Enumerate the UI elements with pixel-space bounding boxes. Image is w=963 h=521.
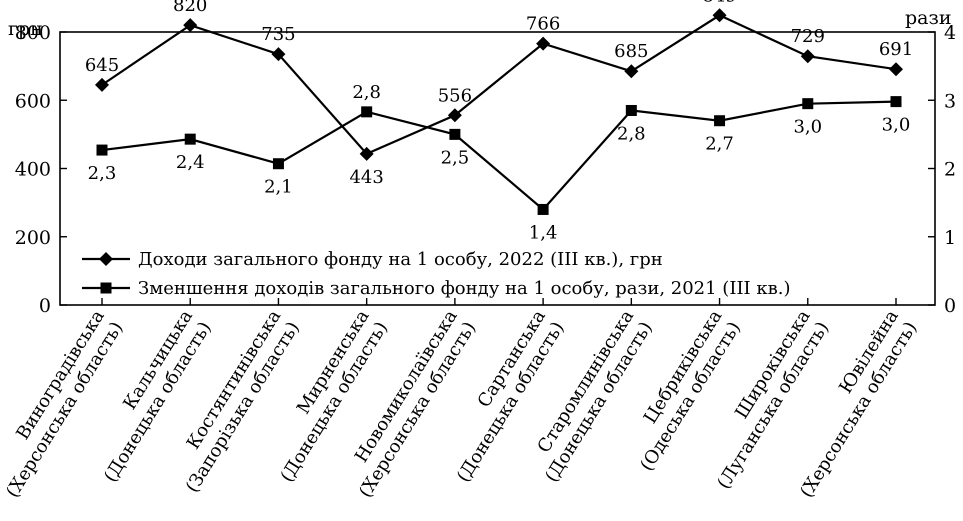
series-line: [101, 100, 897, 211]
data-point-diamond: [95, 77, 109, 92]
right-tick-label: 2: [944, 159, 956, 181]
data-label: 820: [173, 0, 207, 16]
right-axis-unit-label: рази: [905, 7, 952, 29]
data-label: 691: [879, 39, 913, 60]
data-label: 2,8: [352, 82, 381, 103]
data-label: 685: [614, 41, 648, 62]
right-tick-label: 4: [944, 22, 956, 44]
right-tick-label: 1: [944, 227, 956, 249]
left-tick-label: 200: [15, 227, 51, 249]
series-lines: [95, 8, 903, 215]
left-tick-label: 400: [15, 159, 51, 181]
legend-item-1: Доходи загального фонду на 1 особу, 2022…: [82, 249, 663, 270]
legend: Доходи загального фонду на 1 особу, 2022…: [82, 249, 791, 299]
data-point-square: [537, 203, 549, 215]
data-label: 2,1: [264, 177, 293, 198]
data-label: 3,0: [882, 115, 911, 136]
data-label: 2,4: [176, 152, 205, 173]
data-point-square: [625, 104, 637, 116]
data-point-square: [890, 96, 902, 108]
data-point-diamond: [624, 64, 639, 79]
data-label: 556: [438, 85, 472, 106]
legend-marker-square: [100, 282, 112, 294]
data-label: 2,8: [617, 123, 646, 144]
data-point-diamond: [359, 146, 374, 161]
data-point-square: [802, 98, 814, 110]
legend-marker-diamond: [99, 252, 113, 266]
data-label: 3,0: [793, 117, 822, 138]
data-label: 849: [702, 0, 736, 6]
data-label: 729: [791, 26, 825, 47]
series-line: [101, 14, 897, 156]
data-point-square: [714, 115, 726, 127]
right-y-axis: 0 1 2 3 4: [928, 22, 956, 317]
left-tick-label: 800: [15, 22, 51, 44]
data-point-diamond: [447, 108, 462, 123]
data-point-diamond: [712, 8, 727, 23]
data-point-diamond: [889, 62, 903, 77]
data-point-square: [96, 144, 108, 156]
data-label: 2,5: [441, 147, 470, 168]
legend-label: Зменшення доходів загального фонду на 1 …: [138, 278, 791, 299]
left-tick-label: 600: [15, 90, 51, 112]
legend-label: Доходи загального фонду на 1 особу, 2022…: [138, 249, 663, 270]
data-label: 735: [261, 24, 295, 45]
x-axis: Виноградівська(Херсонська область)Кальчи…: [2, 298, 922, 502]
data-point-diamond: [183, 18, 198, 33]
data-label: 645: [85, 55, 119, 76]
data-point-diamond: [536, 36, 551, 51]
data-point-diamond: [800, 49, 815, 64]
data-labels: 645 820 735 443 556 766 685 849 729 691 2,3 2,4 2,1 2…: [85, 0, 913, 243]
data-point-square: [184, 133, 196, 145]
data-label: 2,7: [705, 134, 734, 155]
data-point-square: [449, 128, 461, 140]
data-point-diamond: [271, 47, 286, 62]
data-point-square: [272, 158, 284, 170]
left-y-axis: 0 200 400 600 800: [15, 22, 67, 317]
legend-item-2: Зменшення доходів загального фонду на 1 …: [82, 278, 791, 299]
data-label: 2,3: [88, 163, 117, 184]
data-point-square: [361, 106, 373, 118]
left-axis-unit-label: грн: [8, 18, 43, 40]
data-label: 1,4: [529, 222, 558, 243]
series-2: [96, 96, 902, 215]
right-tick-label: 3: [944, 90, 956, 112]
series-1: [95, 8, 903, 161]
data-label: 443: [349, 167, 383, 188]
left-tick-label: 0: [39, 295, 51, 317]
data-label: 766: [526, 14, 560, 35]
right-tick-label: 0: [944, 295, 956, 317]
